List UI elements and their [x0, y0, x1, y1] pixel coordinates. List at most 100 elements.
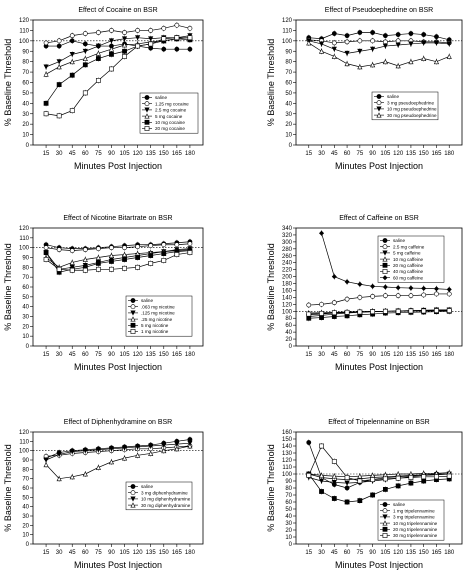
y-tick-label: 110: [19, 28, 29, 34]
y-axis-label: % Baseline Threshold: [3, 39, 13, 126]
data-point: [446, 53, 452, 59]
x-tick-label: 150: [159, 151, 170, 157]
data-point: [382, 58, 388, 65]
x-tick-label: 135: [406, 550, 417, 556]
y-tick-label: 0: [289, 143, 293, 149]
x-tick-label: 15: [43, 550, 50, 556]
data-point: [69, 259, 75, 265]
data-point: [109, 66, 114, 72]
data-point: [395, 63, 401, 69]
y-tick-label: 50: [22, 91, 29, 97]
series-2: [306, 36, 452, 46]
data-point: [421, 32, 427, 37]
y-tick-label: 220: [282, 268, 293, 274]
chart-title: Effect of Diphenhydramine on BSR: [64, 419, 172, 426]
data-point: [306, 472, 312, 478]
data-point: [121, 36, 128, 42]
data-point: [56, 266, 62, 272]
legend-box: [125, 295, 193, 337]
data-point: [382, 293, 388, 299]
y-tick-label: 10: [22, 533, 29, 539]
series-6: [43, 249, 193, 274]
data-point: [174, 46, 180, 52]
chart-panel-3: Effect of Nicotine Bitartrate on BSR 0 10 2…: [3, 215, 204, 372]
legend-entry: .25 mg nicotine: [141, 317, 173, 322]
x-tick-label: 75: [357, 550, 364, 556]
data-point: [357, 38, 363, 44]
data-point: [109, 259, 114, 264]
data-point: [109, 51, 114, 57]
x-tick-label: 135: [406, 352, 417, 358]
data-point: [187, 241, 193, 247]
series-line: [45, 442, 190, 461]
y-tick-label: 60: [22, 285, 29, 291]
data-point: [82, 55, 88, 61]
legend-entry: 20 mg tripelennamine: [393, 527, 438, 532]
data-point: [331, 496, 337, 501]
data-point: [108, 38, 115, 44]
y-tick-label: 80: [285, 60, 292, 66]
data-point: [331, 479, 337, 486]
legend-marker: [382, 269, 388, 274]
legend-entry: 2.5 mg cocaine: [155, 108, 187, 113]
data-point: [174, 441, 180, 447]
legend-entry: saline: [387, 94, 399, 99]
data-point: [446, 41, 452, 47]
x-tick-label: 90: [108, 352, 115, 358]
y-tick-label: 100: [19, 449, 30, 455]
data-point: [319, 443, 324, 449]
data-point: [331, 473, 337, 479]
legend-entry: 30 mg tripelennamine: [393, 533, 438, 538]
x-tick-label: 30: [56, 352, 63, 358]
legend-marker: [130, 310, 136, 316]
data-point: [370, 293, 376, 299]
data-point: [148, 450, 154, 456]
legend-entry: saline: [393, 502, 405, 507]
y-tick-label: 80: [285, 316, 292, 322]
data-point: [56, 64, 62, 70]
data-point: [370, 62, 376, 68]
x-tick-label: 60: [344, 550, 351, 556]
data-point: [331, 300, 337, 306]
legend-entry: 30 mg diphenhydramine: [141, 503, 191, 508]
y-tick-label: 120: [282, 302, 293, 308]
x-tick-label: 60: [82, 550, 89, 556]
data-point: [421, 40, 427, 46]
data-point: [121, 455, 128, 461]
x-tick-label: 150: [159, 550, 170, 556]
data-point: [433, 40, 440, 46]
x-tick-label: 75: [357, 352, 364, 358]
series-1: [43, 238, 193, 252]
series-line: [45, 248, 190, 270]
data-point: [43, 250, 49, 255]
data-point: [370, 477, 376, 482]
series-3: [306, 37, 452, 57]
legend-marker: [382, 508, 388, 514]
y-tick-label: 100: [282, 39, 293, 45]
data-point: [319, 489, 324, 494]
x-tick-label: 180: [444, 352, 455, 358]
data-point: [148, 36, 154, 42]
data-point: [446, 286, 452, 292]
data-point: [43, 40, 49, 46]
legend-marker: [382, 520, 388, 526]
data-point: [382, 33, 388, 39]
data-point: [382, 476, 388, 482]
legend-entry: saline: [393, 238, 405, 243]
x-tick-label: 135: [146, 550, 157, 556]
chart-title: Effect of Caffeine on BSR: [339, 215, 419, 222]
y-tick-label: 20: [285, 528, 292, 534]
legend-entry: .063 mg nicotine: [141, 304, 175, 309]
x-tick-label: 120: [393, 550, 404, 556]
data-point: [408, 475, 414, 480]
y-tick-label: 90: [22, 49, 29, 55]
legend-marker: [382, 250, 388, 256]
y-tick-label: 90: [285, 479, 292, 485]
y-axis-label: % Baseline Threshold: [3, 243, 13, 330]
data-point: [82, 31, 88, 36]
data-point: [148, 253, 154, 258]
series-5: [43, 247, 193, 276]
data-point: [122, 48, 127, 54]
legend-entry: 3 mg diphenhydramine: [141, 490, 188, 495]
legend-entry: 10 mg pseudoephedrine: [387, 107, 437, 112]
